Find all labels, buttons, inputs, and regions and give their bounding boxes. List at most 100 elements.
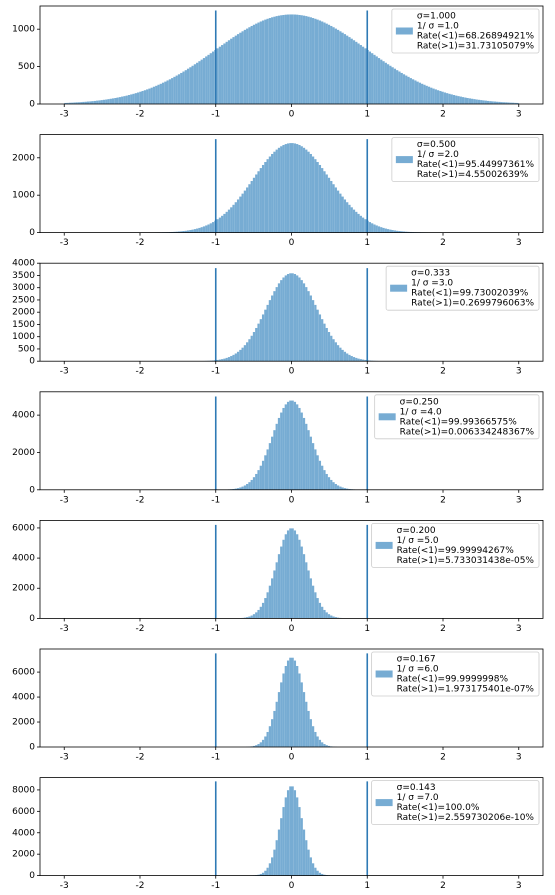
x-tick-label: 0 [289, 110, 295, 120]
bar [480, 100, 483, 104]
bar [325, 23, 328, 105]
bar [430, 87, 433, 104]
y-tick-label: 6000 [12, 523, 35, 533]
y-tick-label: 3500 [12, 271, 35, 281]
bar [123, 96, 126, 104]
legend-swatch [375, 799, 393, 807]
bar [164, 81, 167, 104]
y-tick-label: 500 [18, 344, 35, 354]
bar [209, 223, 212, 233]
bar [275, 16, 278, 105]
bar [361, 46, 365, 104]
bar [407, 76, 410, 104]
legend-box [374, 394, 540, 440]
bar [255, 473, 258, 490]
bar [339, 486, 342, 490]
bar [477, 99, 481, 104]
bar [282, 807, 285, 876]
bar [289, 14, 292, 104]
x-tick-label: -2 [136, 495, 145, 505]
bar [207, 224, 210, 233]
bar [325, 473, 328, 490]
legend-label: Rate(<1)=68.26894921% [417, 32, 535, 42]
bar [291, 657, 294, 747]
legend-swatch [375, 670, 393, 678]
bar [246, 187, 249, 233]
bar [402, 74, 406, 104]
bar [64, 102, 67, 104]
x-tick-label: -1 [211, 110, 220, 120]
bar [316, 870, 319, 876]
bar [323, 874, 326, 876]
bar [82, 101, 85, 104]
bar [239, 32, 242, 104]
y-tick-label: 0 [29, 871, 35, 881]
bar [286, 401, 290, 490]
x-tick-label: 3 [516, 110, 522, 120]
bar [273, 570, 276, 619]
bar [268, 585, 272, 619]
legend-label: σ=0.500 [417, 140, 456, 150]
bar [293, 660, 297, 747]
bar [277, 692, 281, 747]
bar [309, 153, 312, 233]
legend-label: Rate(<1)=99.73002039% [411, 289, 529, 299]
bar [350, 207, 353, 233]
bar [498, 101, 501, 104]
bar [393, 68, 397, 104]
bar [291, 273, 294, 362]
bar [298, 807, 301, 876]
bar [446, 93, 449, 104]
bar [275, 423, 278, 490]
x-tick-label: 1 [364, 110, 370, 120]
y-tick-label: 2000 [12, 850, 35, 860]
bar [443, 92, 447, 104]
bar [346, 202, 349, 233]
y-tick-label: 4000 [12, 259, 35, 269]
bar [368, 222, 372, 233]
bar [271, 857, 274, 876]
x-tick-label: -1 [211, 238, 220, 248]
bar [250, 25, 253, 105]
bar [96, 100, 99, 104]
bar [389, 65, 392, 104]
bar [302, 554, 306, 619]
bar [318, 872, 322, 876]
x-tick-label: -3 [60, 238, 69, 248]
bar [371, 53, 374, 104]
bar [234, 488, 237, 490]
y-tick-label: 4000 [12, 554, 35, 564]
bar [346, 35, 349, 104]
bar [196, 62, 199, 104]
bar [261, 164, 265, 233]
bar [282, 407, 285, 490]
bar [261, 872, 265, 876]
bar [332, 482, 335, 490]
bar [318, 20, 322, 104]
bar [273, 849, 276, 876]
axes-frame [39, 134, 544, 234]
bar [236, 488, 240, 490]
bar [302, 829, 306, 876]
bar [336, 345, 340, 362]
bar [280, 682, 283, 747]
y-tick-label: 2000 [12, 153, 35, 163]
bar [271, 295, 274, 362]
legend-label: 1/ σ =6.0 [397, 665, 439, 675]
x-tick-label: 3 [516, 495, 522, 505]
bar [377, 226, 381, 233]
bar [302, 692, 306, 747]
bar [280, 412, 283, 490]
bar [257, 609, 260, 619]
y-tick-label: 2000 [12, 718, 35, 728]
bar [330, 479, 333, 490]
bar [348, 37, 351, 105]
bar [277, 15, 281, 104]
bar [166, 80, 169, 104]
bar [248, 482, 251, 490]
bar [300, 682, 303, 747]
bar [77, 102, 81, 104]
